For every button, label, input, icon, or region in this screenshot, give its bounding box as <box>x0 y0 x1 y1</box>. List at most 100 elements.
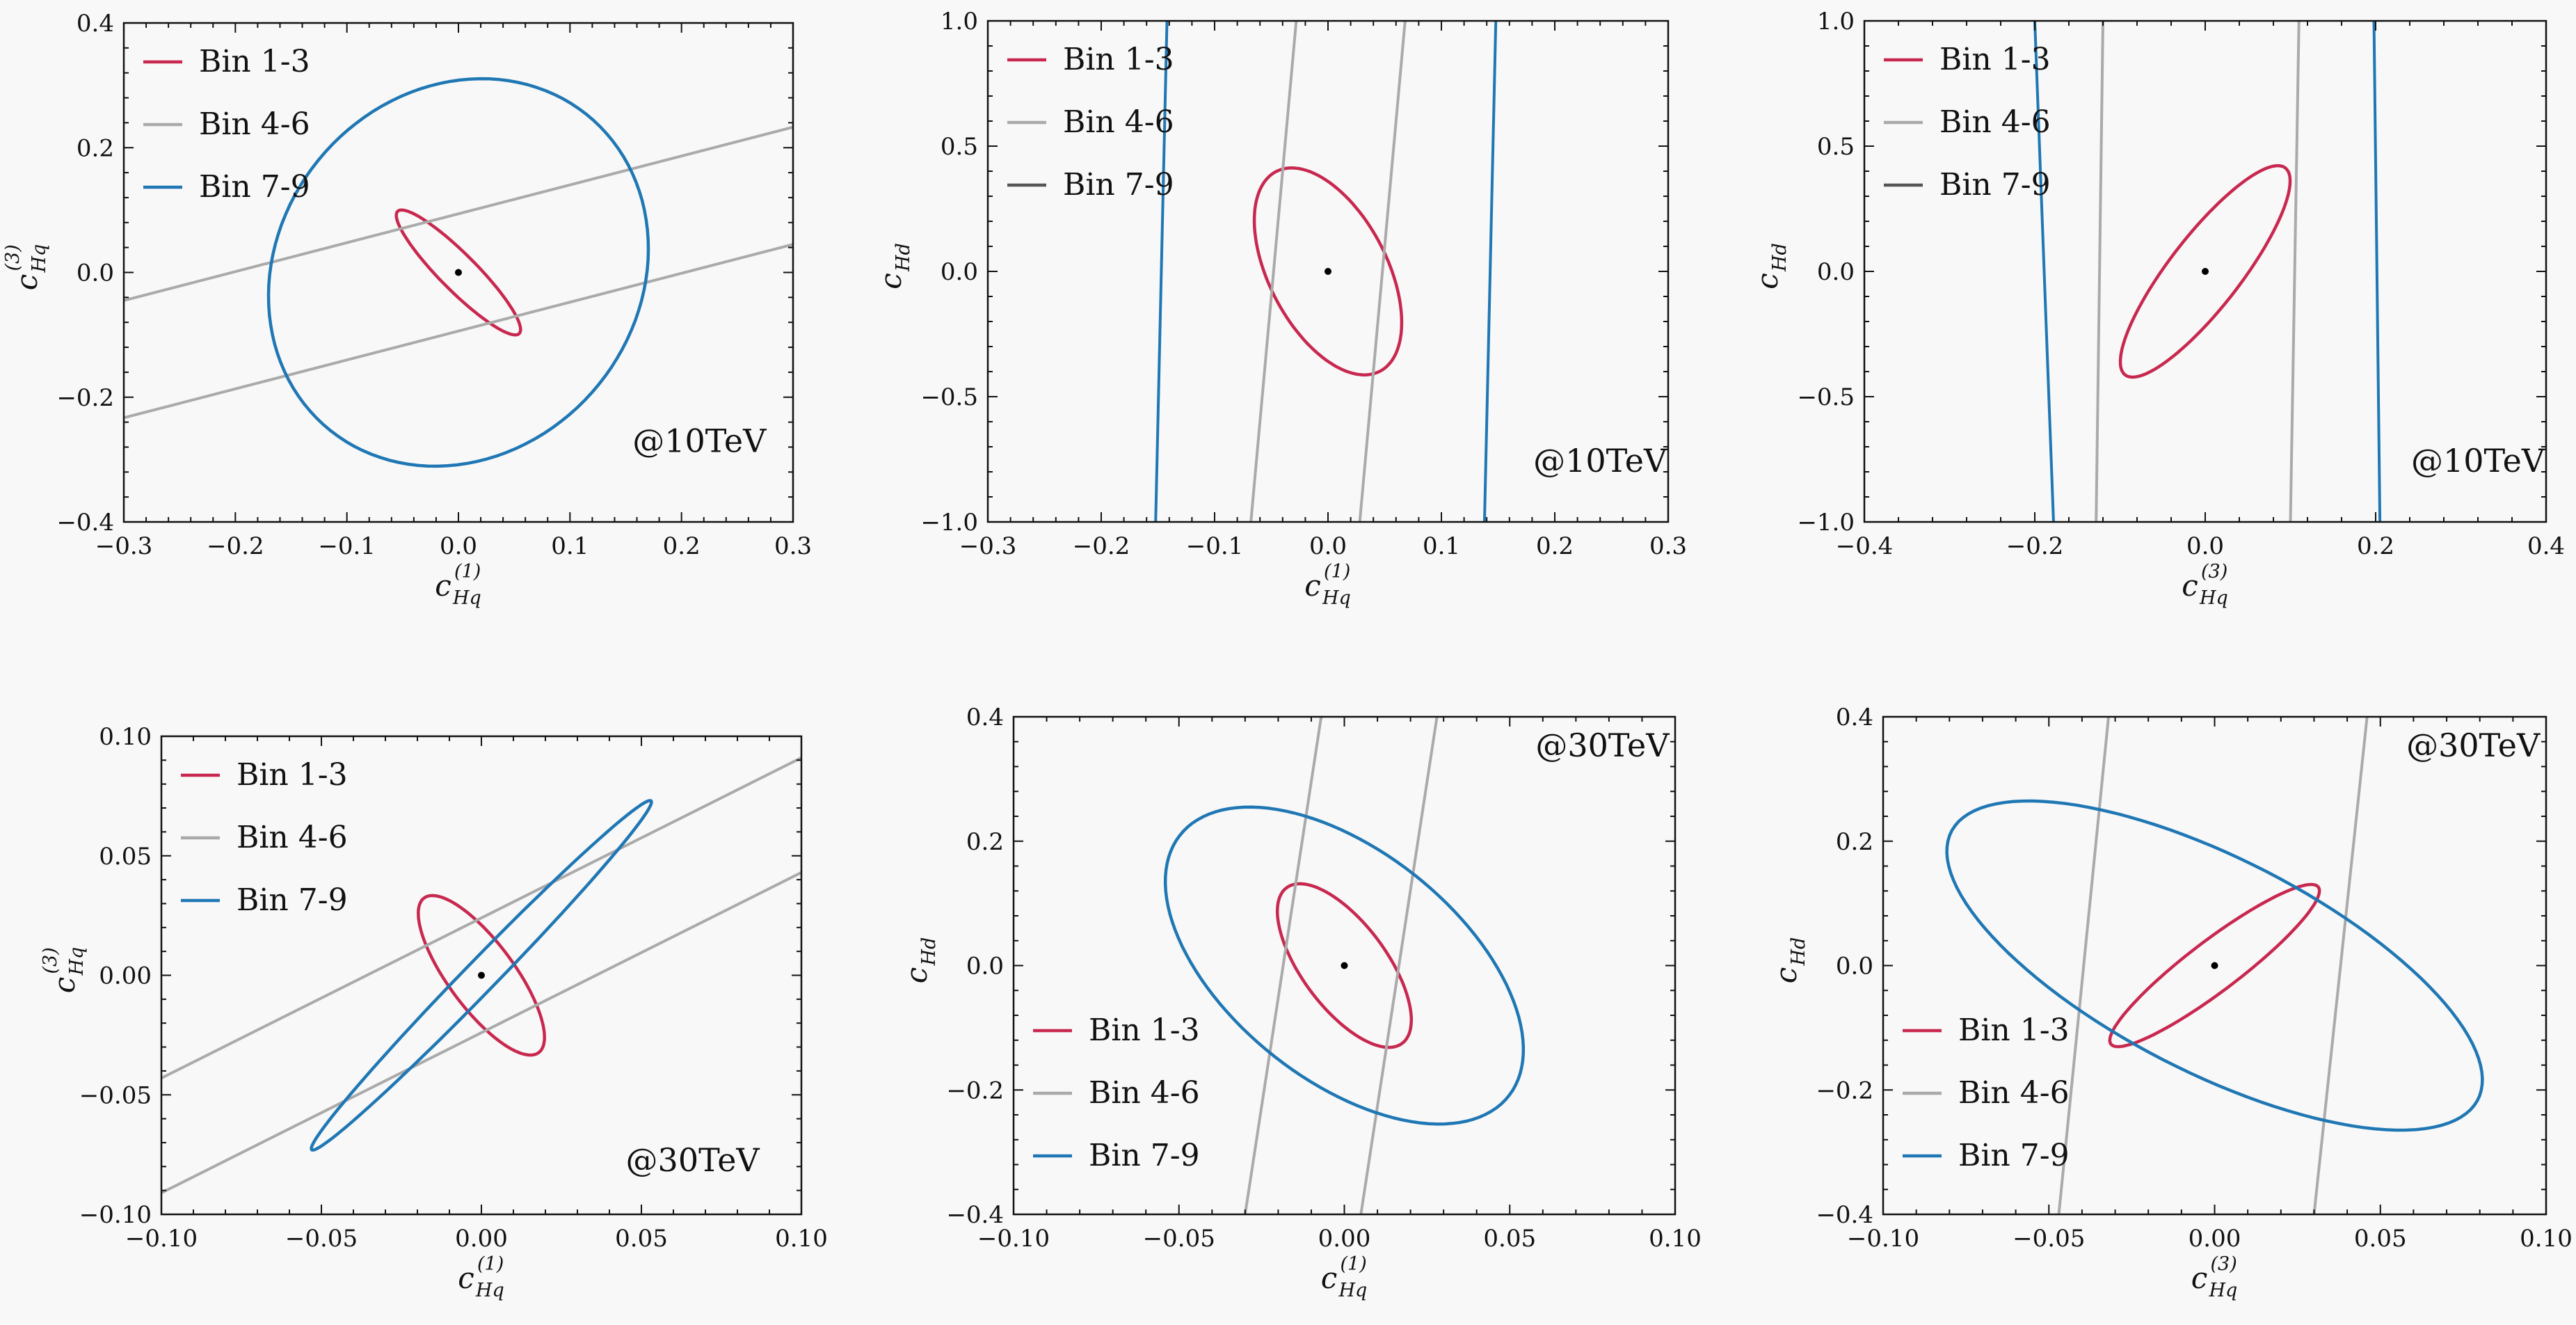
x-tick-label: 0.2 <box>663 532 701 560</box>
x-tick-label: −0.05 <box>285 1225 358 1253</box>
y-axis-label-sub: Hd <box>893 243 914 272</box>
series-1-ellipse <box>394 208 522 337</box>
y-tick-label: 0.0 <box>1836 953 1873 981</box>
legend-label-3: Bin 7-9 <box>1939 167 2051 203</box>
x-axis-label-sub: Hq <box>1322 587 1351 609</box>
x-tick-label: −0.10 <box>1847 1225 1919 1253</box>
series-2-band-line-1 <box>1249 21 1298 522</box>
legend-label-2: Bin 4-6 <box>1089 1075 1200 1111</box>
series-2-band-line-1 <box>161 756 801 1079</box>
y-axis-label-main: c <box>899 967 934 984</box>
chart-panel-4: −0.10 −0.05 0.00 0.05 0.10 −0.10 −0.05 0.00 0.05… <box>40 723 828 1301</box>
y-axis-label: cHd <box>1750 243 1791 289</box>
x-axis-label-sup: (1) <box>1341 1253 1367 1275</box>
best-fit-point <box>455 269 462 276</box>
best-fit-point <box>2211 962 2218 969</box>
y-tick-label: 0.4 <box>966 704 1004 731</box>
x-axis-label: c Hq (3) <box>2191 1253 2238 1301</box>
x-tick-label: 0.00 <box>2189 1225 2241 1253</box>
y-axis-label-sub: Hd <box>918 937 940 967</box>
x-tick-label: −0.3 <box>959 532 1017 560</box>
x-axis-label-main: c <box>458 1261 474 1295</box>
series-3-band-line-1 <box>2033 21 2055 522</box>
x-axis-label-sub: Hq <box>2209 1280 2238 1301</box>
x-tick-label: −0.2 <box>207 532 264 560</box>
plot-area <box>1945 717 2484 1214</box>
x-tick-label: −0.05 <box>2013 1225 2085 1253</box>
x-tick-label: −0.2 <box>1073 532 1130 560</box>
x-tick-label: −0.3 <box>95 532 153 560</box>
chart-panel-2: −0.3 −0.2 −0.1 0.0 0.1 0.2 0.3 −1.0 −0.5 0.0 0.5 1.… <box>874 8 1687 609</box>
y-axis-label: cHd <box>874 243 914 289</box>
series-2-band-line-2 <box>124 243 793 420</box>
legend-label-2: Bin 4-6 <box>1958 1075 2070 1111</box>
x-tick-label: −0.1 <box>1186 532 1244 560</box>
legend-label-3: Bin 7-9 <box>237 882 348 918</box>
series-1-ellipse <box>1252 166 1404 376</box>
series-2-band-line-2 <box>1358 21 1407 522</box>
series-3-band-line-2 <box>2372 21 2382 522</box>
y-tick-label: 0.0 <box>941 258 978 286</box>
x-tick-label: −0.05 <box>1143 1225 1215 1253</box>
series-2-band-line-1 <box>124 125 793 302</box>
series-1-ellipse <box>1275 882 1414 1049</box>
x-tick-label: 0.3 <box>1649 532 1687 560</box>
y-tick-label: 0.2 <box>77 134 114 162</box>
series-3-band-line-1 <box>1154 21 1169 522</box>
series-3-ellipse <box>266 77 650 468</box>
y-tick-label: 0.5 <box>941 133 978 161</box>
x-tick-label: −0.10 <box>125 1225 198 1253</box>
y-tick-label: −0.5 <box>1797 383 1855 411</box>
y-tick-label: −0.5 <box>920 383 978 411</box>
y-axis-label-sup: (3) <box>40 947 61 974</box>
y-tick-label: −0.10 <box>79 1201 152 1229</box>
chart-panel-3: −0.4 −0.2 0.0 0.2 0.4−1.0−0.50.00.51.0c Hq(3)… <box>1750 8 2565 609</box>
x-tick-label: 0.0 <box>2186 532 2224 560</box>
energy-annotation: @10TeV <box>2411 442 2545 479</box>
y-tick-label: 0.0 <box>966 953 1004 981</box>
chart-panel-5: −0.10 −0.05 0.00 0.05 0.10 −0.4 −0.2 0.0 0.2 0.4 c… <box>899 704 1702 1301</box>
x-tick-label: −0.4 <box>1836 532 1894 560</box>
x-axis-label-sub: Hq <box>452 587 481 609</box>
legend-label-3: Bin 7-9 <box>1089 1138 1200 1173</box>
y-axis-label: cHq(3) <box>40 947 88 994</box>
x-axis-label-sub: Hq <box>2199 587 2228 609</box>
y-tick-label: −0.4 <box>56 509 114 537</box>
legend: Bin 1-3 Bin 4-6 Bin 7-9 <box>1884 42 2051 203</box>
x-tick-label: 0.10 <box>1649 1225 1702 1253</box>
x-tick-label: −0.1 <box>318 532 376 560</box>
legend-label-3: Bin 7-9 <box>1958 1138 2070 1173</box>
x-axis-label-sup: (3) <box>2211 1253 2237 1275</box>
y-axis-label-main: c <box>47 977 81 994</box>
legend-label-1: Bin 1-3 <box>1958 1013 2070 1048</box>
series-2-band-line-1 <box>2095 21 2104 522</box>
best-fit-point <box>1325 268 1331 275</box>
chart-panel-1: −0.3 −0.2 −0.1 0.0 0.1 0.2 0.3 −0.4 −0.2 0.0 0.2 0.… <box>2 10 812 609</box>
x-tick-label: 0.4 <box>2527 532 2565 560</box>
legend-label-1: Bin 1-3 <box>199 44 310 79</box>
y-tick-label: 0.4 <box>1836 704 1873 731</box>
legend: Bin 1-3 Bin 4-6 Bin 7-9 <box>1033 1013 1200 1173</box>
x-axis-label-main: c <box>1304 569 1321 603</box>
x-tick-label: 0.1 <box>1423 532 1460 560</box>
y-tick-label: 0.4 <box>77 10 114 38</box>
x-tick-label: 0.05 <box>2354 1225 2407 1253</box>
y-tick-label: −0.05 <box>79 1081 152 1109</box>
y-tick-label: 0.10 <box>99 723 152 751</box>
x-tick-label: 0.1 <box>551 532 589 560</box>
y-tick-label: 0.2 <box>966 828 1004 856</box>
legend-label-1: Bin 1-3 <box>1063 42 1174 77</box>
series-3-band-line-2 <box>1482 21 1498 522</box>
x-tick-label: 0.2 <box>2357 532 2394 560</box>
x-axis-label: c Hq (1) <box>1321 1253 1368 1301</box>
x-axis-label-sub: Hq <box>475 1280 504 1301</box>
best-fit-point <box>478 971 485 979</box>
series-2-band-line-1 <box>1243 717 1323 1214</box>
legend-label-2: Bin 4-6 <box>1063 104 1174 140</box>
plot-area <box>1163 717 1526 1214</box>
x-axis-label-sup: (1) <box>454 561 481 582</box>
y-axis-label-main: c <box>1769 967 1803 984</box>
energy-annotation: @30TeV <box>1535 727 1670 764</box>
y-axis-label-sub: Hq <box>29 244 50 273</box>
x-tick-label: −0.10 <box>977 1225 1050 1253</box>
